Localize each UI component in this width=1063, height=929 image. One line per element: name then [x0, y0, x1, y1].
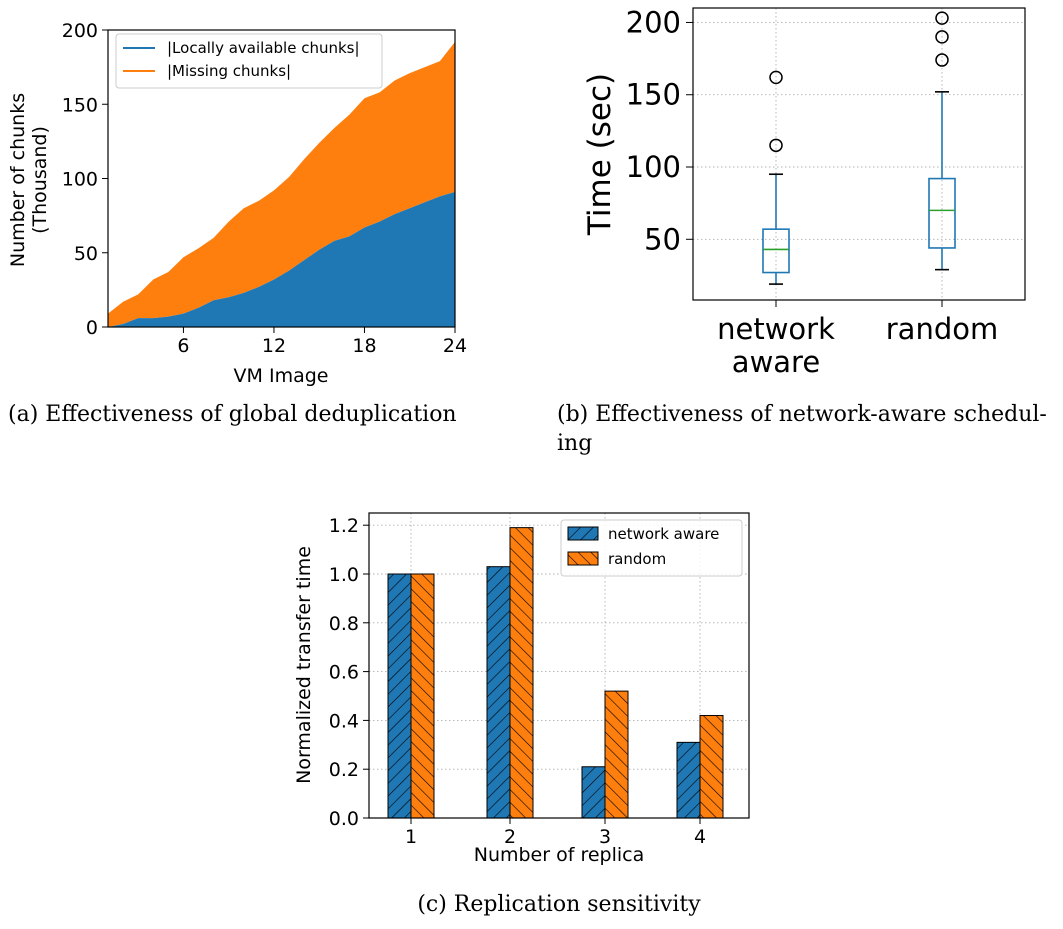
- chart-c-xtick-label: 2: [504, 826, 516, 848]
- chart-b-iqr-box: [762, 228, 790, 274]
- chart-a-xlabel: VM Image: [234, 365, 329, 387]
- chart-a-legend: |Locally available chunks| |Missing chun…: [115, 33, 383, 89]
- chart-c-bar-random: [410, 573, 435, 819]
- chart-c-ytick-label: 0.4: [329, 710, 359, 732]
- chart-c-bar-random: [604, 690, 629, 819]
- chart-a-ytick-label: 200: [62, 20, 98, 42]
- caption-c: (c) Replication sensitivity: [417, 892, 701, 917]
- chart-a-xtick-label: 18: [352, 335, 376, 357]
- chart-b-ytick-label: 200: [626, 5, 681, 39]
- chart-b-ytick-label: 150: [626, 78, 681, 112]
- caption-a: (a) Effectiveness of global deduplicatio…: [8, 402, 457, 427]
- chart-a-ytick-label: 50: [74, 243, 98, 265]
- chart-b-outlier: [935, 53, 949, 67]
- chart-a-ytick-label: 100: [62, 169, 98, 191]
- chart-c-xtick-label: 3: [599, 826, 611, 848]
- chart-a-ytick-label: 0: [86, 317, 98, 339]
- chart-b-box-random: [928, 11, 956, 271]
- chart-c-xtick-label: 4: [694, 826, 706, 848]
- chart-c-legend: network aware random: [560, 519, 743, 577]
- chart-b-outlier: [769, 138, 783, 153]
- chart-c-ytick-label: 1.2: [329, 515, 359, 537]
- chart-a-legend-label-local: |Locally available chunks|: [167, 39, 360, 57]
- chart-b-iqr-box: [928, 177, 956, 249]
- chart-a-ylabel-line1: Number of chunks: [7, 93, 29, 267]
- chart-b-ytick-label: 100: [626, 150, 681, 184]
- chart-c-bar-random: [509, 527, 534, 819]
- chart-c-bar-network-aware: [486, 566, 511, 819]
- chart-c-bar-random: [699, 715, 724, 819]
- chart-c-ytick-label: 0.0: [329, 808, 359, 830]
- chart-a-legend-frame: [115, 33, 383, 89]
- chart-a-dedup-area: 6 12 18 24 0 50 100 150 200 VM Image Number of c…: [7, 20, 467, 387]
- caption-b-line2: ing: [557, 431, 592, 456]
- chart-c-ytick-label: 1.0: [329, 564, 359, 586]
- chart-b-boxplot: 50 100 150 200 Time (sec) network aware ran…: [582, 5, 1026, 379]
- chart-c-xlabel: Number of replica: [474, 844, 645, 866]
- chart-a-legend-label-missing: |Missing chunks|: [167, 62, 291, 80]
- chart-b-xtick-network-line2: aware: [732, 345, 820, 379]
- chart-c-legend-frame: [560, 519, 743, 577]
- chart-c-legend-swatch-network: [567, 526, 599, 541]
- chart-c-bar-network-aware: [676, 741, 701, 819]
- chart-c-legend-label-random: random: [608, 550, 666, 568]
- chart-c-ytick-label: 0.8: [329, 613, 359, 635]
- chart-c-legend-label-network: network aware: [608, 525, 719, 543]
- chart-c-ytick-label: 0.2: [329, 759, 359, 781]
- chart-b-box-network-aware: [762, 70, 790, 285]
- chart-b-outlier: [935, 11, 949, 25]
- chart-a-ytick-label: 150: [62, 94, 98, 116]
- chart-b-xtick-random: random: [886, 312, 998, 346]
- chart-a-area-local: [108, 191, 455, 327]
- chart-a-xtick-label: 6: [177, 335, 189, 357]
- chart-b-frame: [692, 7, 1026, 301]
- chart-a-xtick-label: 12: [262, 335, 286, 357]
- chart-b-ytick-label: 50: [644, 222, 681, 256]
- caption-b-line1: (b) Effectiveness of network-aware sched…: [557, 402, 1047, 427]
- chart-c-ytick-label: 0.6: [329, 662, 359, 684]
- chart-b-ylabel: Time (sec): [582, 73, 618, 236]
- chart-a-ylabel-line2: (Thousand): [29, 126, 51, 234]
- chart-c-legend-swatch-random: [567, 551, 599, 566]
- chart-b-xtick-network-line1: network: [717, 312, 835, 346]
- chart-c-xtick-label: 1: [405, 826, 417, 848]
- chart-a-xtick-label: 24: [443, 335, 467, 357]
- chart-c-ylabel: Normalized transfer time: [293, 546, 315, 784]
- chart-a-area-missing: [108, 41, 455, 327]
- chart-c-bars: 0.0 0.2 0.4 0.6 0.8 1.0 1.2 1 2 3 4 Number of repl…: [293, 512, 750, 866]
- chart-c-bar-network-aware: [581, 766, 606, 819]
- chart-b-outlier: [769, 70, 783, 85]
- chart-b-outlier: [935, 30, 949, 44]
- chart-c-bar-network-aware: [387, 573, 412, 819]
- chart-c-frame: [368, 512, 750, 819]
